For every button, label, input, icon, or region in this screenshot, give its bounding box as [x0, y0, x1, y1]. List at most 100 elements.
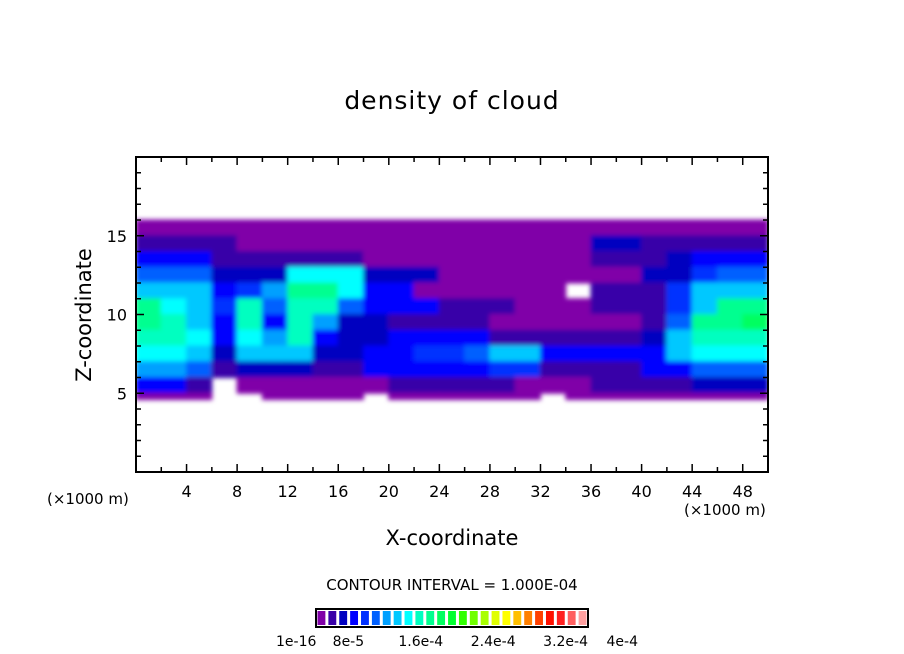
density-cell — [186, 219, 213, 237]
density-cell — [489, 251, 516, 268]
density-cell — [312, 361, 339, 378]
colorbar-swatch — [513, 611, 522, 625]
density-cell — [641, 235, 668, 252]
density-cell — [438, 345, 466, 363]
density-cell — [337, 345, 365, 363]
density-cell — [363, 266, 390, 284]
density-cell — [615, 219, 643, 237]
x-axis-label: X-coordinate — [385, 526, 519, 550]
density-cell — [312, 251, 339, 268]
density-cell — [438, 282, 466, 300]
x-tick-label: 12 — [278, 482, 298, 501]
density-cell — [716, 282, 744, 300]
density-cell — [539, 345, 567, 363]
density-cell — [211, 361, 238, 378]
density-cell — [438, 392, 466, 401]
density-cell — [539, 282, 567, 300]
colorbar-swatch — [567, 611, 576, 625]
density-cell — [514, 235, 541, 252]
density-cell — [565, 345, 592, 363]
colorbar-swatch — [545, 611, 554, 625]
density-cell — [363, 251, 390, 268]
density-cell — [565, 219, 592, 237]
density-cell — [363, 377, 390, 394]
density-cell — [160, 251, 188, 268]
density-cell — [261, 235, 289, 252]
density-cell — [742, 266, 768, 284]
density-cell — [489, 298, 516, 315]
density-cell — [615, 345, 643, 363]
density-cell — [312, 298, 339, 315]
density-cell — [691, 235, 718, 252]
density-cell — [236, 329, 263, 347]
density-cell — [312, 329, 339, 347]
density-cell — [615, 361, 643, 378]
density-cell — [136, 392, 162, 401]
density-cell — [514, 345, 541, 363]
colorbar-swatch — [371, 611, 380, 625]
density-cell — [641, 298, 668, 315]
colorbar-label: 1.6e-4 — [398, 634, 443, 650]
density-cell — [388, 251, 415, 268]
density-cell — [716, 314, 744, 331]
density-cell — [236, 361, 263, 378]
chart-title: density of cloud — [344, 86, 560, 115]
density-cell — [464, 392, 491, 401]
density-cell — [464, 251, 491, 268]
colorbar-label: 2.4e-4 — [471, 634, 516, 650]
density-cell — [691, 251, 718, 268]
density-cell — [464, 235, 491, 252]
density-cell — [742, 282, 768, 300]
density-cell — [691, 282, 718, 300]
density-cell — [514, 377, 541, 394]
y-axis-label: Z-coordinate — [72, 248, 96, 382]
density-cell — [590, 219, 617, 237]
colorbar-swatch — [502, 611, 511, 625]
density-cell — [590, 298, 617, 315]
density-cell — [160, 392, 188, 401]
density-cell — [666, 314, 693, 331]
colorbar-swatch — [415, 611, 424, 625]
density-cell — [261, 377, 289, 394]
density-cell — [413, 392, 440, 401]
density-cell — [641, 392, 668, 401]
density-cell — [514, 314, 541, 331]
density-cell — [464, 377, 491, 394]
density-cell — [337, 266, 365, 284]
density-cell — [413, 266, 440, 284]
density-cell — [489, 266, 516, 284]
density-cell — [287, 235, 314, 252]
density-cell — [666, 219, 693, 237]
density-cell — [337, 314, 365, 331]
density-cell — [236, 282, 263, 300]
density-cell — [236, 235, 263, 252]
density-cell — [666, 361, 693, 378]
density-cell — [287, 282, 314, 300]
density-cell — [136, 377, 162, 394]
density-cell — [716, 298, 744, 315]
density-cell — [464, 329, 491, 347]
density-cell — [438, 266, 466, 284]
density-cell — [641, 329, 668, 347]
density-cell — [160, 345, 188, 363]
colorbar-swatch — [524, 611, 533, 625]
density-cell — [287, 361, 314, 378]
density-cell — [742, 235, 768, 252]
density-cell — [261, 219, 289, 237]
density-cell — [565, 298, 592, 315]
density-cell — [489, 392, 516, 401]
density-cell — [514, 266, 541, 284]
density-cell — [615, 392, 643, 401]
density-cell — [261, 392, 289, 401]
density-cell — [388, 298, 415, 315]
x-tick-label: 48 — [733, 482, 753, 501]
density-cell — [136, 219, 162, 237]
colorbar-swatch — [458, 611, 467, 625]
density-cell — [312, 392, 339, 401]
density-cell — [413, 329, 440, 347]
density-cell — [136, 251, 162, 268]
density-cell — [590, 392, 617, 401]
density-cell — [236, 266, 263, 284]
density-cell — [160, 377, 188, 394]
